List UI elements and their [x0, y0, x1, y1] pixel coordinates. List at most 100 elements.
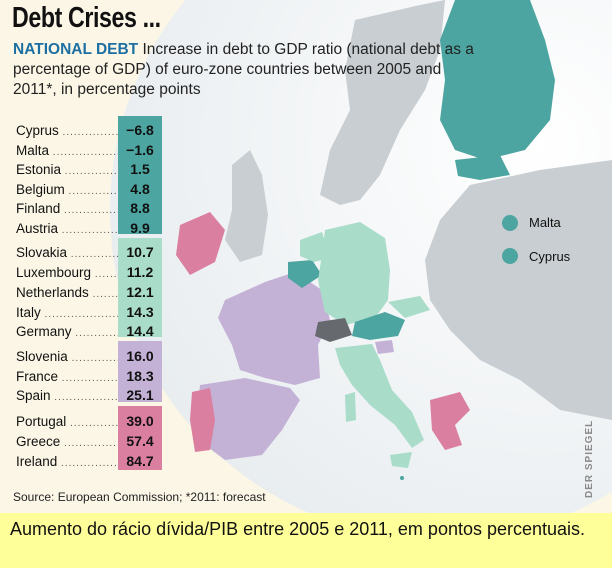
country-name: Slovakia — [16, 245, 68, 260]
debt-change-value: 57.4 — [126, 433, 154, 449]
caption-text: Aumento do rácio dívida/PIB entre 2005 e… — [10, 519, 586, 539]
country-name: Ireland — [16, 454, 58, 469]
map-title: Debt Crises ... — [12, 2, 161, 34]
country-label: France ...................... — [16, 369, 118, 384]
legend-cyprus-swatch — [502, 248, 518, 264]
band-group-2 — [118, 238, 162, 337]
leader-dots: ...................... — [68, 186, 118, 197]
country-name: Portugal — [16, 414, 67, 429]
country-portugal — [190, 388, 215, 452]
leader-dots: ...................... — [62, 127, 118, 138]
country-name: Germany — [16, 324, 72, 339]
debt-change-value: 10.7 — [126, 244, 154, 260]
country-label: Italy ...................... — [16, 305, 118, 320]
leader-dots: ...................... — [70, 418, 118, 429]
credit-der-spiegel: DER SPIEGEL — [584, 419, 595, 498]
description-text: Increase in debt to GDP ratio (national … — [13, 41, 474, 98]
country-name: Belgium — [16, 182, 65, 197]
debt-change-value: 8.8 — [130, 200, 150, 216]
country-name: Spain — [16, 388, 51, 403]
country-label: Finland ...................... — [16, 201, 118, 216]
country-label: Slovenia ...................... — [16, 349, 118, 364]
country-estonia — [455, 155, 510, 180]
country-label: Greece ...................... — [16, 434, 118, 449]
leader-dots: ...................... — [64, 438, 118, 449]
leader-dots: ...................... — [94, 269, 118, 280]
country-name: Malta — [16, 143, 50, 158]
leader-dots: ...................... — [92, 289, 118, 300]
leader-dots: ...................... — [54, 392, 118, 403]
legend-cyprus-label: Cyprus — [529, 249, 571, 264]
debt-map-figure: Debt Crises ... NATIONAL DEBT Increase i… — [0, 0, 612, 513]
debt-change-value: 12.1 — [126, 284, 154, 300]
debt-change-value: 1.5 — [130, 161, 150, 177]
map-description: NATIONAL DEBT Increase in debt to GDP ra… — [13, 40, 483, 100]
leader-dots: ...................... — [61, 373, 118, 384]
country-label: Slovakia ...................... — [16, 245, 118, 260]
country-label: Malta ...................... — [16, 143, 118, 158]
country-label: Germany ...................... — [16, 324, 118, 339]
country-name: Netherlands — [16, 285, 89, 300]
country-germany — [318, 222, 390, 325]
country-ireland — [176, 212, 225, 275]
leader-dots: ...................... — [64, 205, 118, 216]
country-label: Cyprus ...................... — [16, 123, 118, 138]
debt-change-value: 18.3 — [126, 368, 154, 384]
country-label: Ireland ...................... — [16, 454, 118, 469]
band-group-1 — [118, 116, 162, 234]
country-label: Austria ...................... — [16, 221, 118, 236]
legend-malta-swatch — [502, 215, 518, 231]
country-finland — [440, 0, 555, 160]
debt-change-value: −1.6 — [126, 142, 154, 158]
country-label: Belgium ...................... — [16, 182, 118, 197]
debt-change-value: −6.8 — [126, 122, 154, 138]
band-group-3 — [118, 341, 162, 402]
leader-dots: ...................... — [64, 166, 118, 177]
country-name: Finland — [16, 201, 61, 216]
debt-change-value: 9.9 — [130, 220, 150, 236]
leader-dots: ...................... — [61, 458, 118, 469]
country-name: Estonia — [16, 162, 62, 177]
debt-change-value: 39.0 — [126, 413, 154, 429]
switzerland-shape — [315, 318, 352, 342]
debt-change-value: 25.1 — [126, 387, 154, 403]
country-name: Greece — [16, 434, 61, 449]
country-label: Spain ...................... — [16, 388, 118, 403]
leader-dots: ...................... — [70, 249, 118, 260]
country-name: Slovenia — [16, 349, 68, 364]
country-belgium — [288, 260, 322, 288]
debt-change-value: 4.8 — [130, 181, 150, 197]
country-spain — [198, 378, 300, 460]
country-greece — [430, 392, 470, 450]
country-italy — [335, 344, 424, 448]
country-name: Luxembourg — [16, 265, 92, 280]
eastern-europe-shape — [425, 160, 612, 420]
leader-dots: ...................... — [71, 353, 118, 364]
country-austria — [352, 312, 405, 340]
malta-dot — [400, 476, 404, 480]
leader-dots: ...................... — [61, 225, 118, 236]
country-slovenia — [375, 340, 394, 354]
country-label: Estonia ...................... — [16, 162, 118, 177]
debt-change-value: 16.0 — [126, 348, 154, 364]
country-label: Portugal ...................... — [16, 414, 118, 429]
country-slovakia — [388, 296, 430, 318]
country-name: Italy — [16, 305, 41, 320]
description-heading: NATIONAL DEBT — [13, 41, 139, 58]
debt-change-value: 84.7 — [126, 453, 154, 469]
source-note: Source: European Commission; *2011: fore… — [13, 490, 266, 504]
country-name: Austria — [16, 221, 59, 236]
caption-bar: Aumento do rácio dívida/PIB entre 2005 e… — [0, 513, 612, 568]
debt-change-value: 14.4 — [126, 323, 154, 339]
debt-change-value: 14.3 — [126, 304, 154, 320]
country-name: France — [16, 369, 59, 384]
scandinavia-shape — [320, 0, 445, 205]
country-name: Cyprus — [16, 123, 59, 138]
leader-dots: ...................... — [44, 309, 118, 320]
europe-map — [110, 0, 612, 513]
band-group-4 — [118, 406, 162, 470]
country-france — [218, 272, 330, 385]
country-label: Luxembourg ...................... — [16, 265, 118, 280]
country-italy-sicily — [390, 452, 412, 468]
